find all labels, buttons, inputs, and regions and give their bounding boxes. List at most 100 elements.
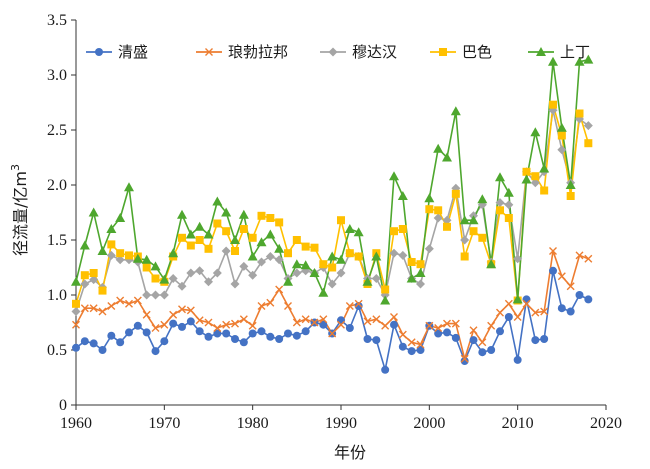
data-point [168,274,178,283]
data-point [540,186,549,195]
data-point [265,229,276,239]
data-point [337,320,345,329]
data-point [125,251,133,260]
legend-marker [439,48,447,56]
data-point [80,337,89,346]
data-point [257,327,266,336]
y-axis-title-superscript: 3 [9,164,22,171]
x-tick-label: 1970 [148,415,180,432]
legend-item: 清盛 [86,43,148,61]
data-point [451,319,460,328]
data-point [231,247,239,255]
data-point [345,324,354,332]
data-point [257,211,266,220]
data-point [133,321,142,330]
data-point [337,316,345,325]
data-point [248,270,258,280]
data-point [300,260,311,270]
data-point [142,290,152,300]
data-point [222,227,231,236]
data-point [530,127,541,137]
data-point [266,214,275,222]
data-point [584,295,593,304]
data-point [274,255,284,265]
data-point [98,286,107,295]
data-point [160,337,169,346]
data-point [141,254,152,264]
data-point [478,233,487,242]
data-point [89,269,98,277]
data-point [354,299,363,308]
data-point [495,172,505,182]
legend-item: 上丁 [528,43,590,61]
data-point [319,315,328,324]
data-point [521,174,532,184]
data-point [274,243,285,253]
data-point [212,268,222,278]
data-point [583,121,593,131]
data-point [540,335,549,343]
data-point [584,254,593,263]
data-point [248,329,257,338]
data-point [424,193,435,203]
data-point [151,347,160,356]
data-point [434,324,443,332]
x-tick-label: 2010 [502,415,534,432]
series-marker-group [72,247,593,363]
data-point [513,355,522,364]
data-point [194,221,205,231]
data-point [531,336,540,345]
data-point [540,307,549,316]
data-point [186,317,195,326]
data-point [451,333,460,342]
data-point [425,205,434,214]
data-point [397,191,408,200]
data-point [116,249,125,258]
data-point [503,187,514,197]
data-point [159,290,169,300]
data-point [142,310,151,319]
data-point [195,266,205,276]
data-point [310,243,319,252]
data-point [522,167,531,176]
data-point [284,329,292,338]
data-point [266,332,275,341]
data-point [556,122,567,132]
data-point [530,178,540,188]
data-point [257,257,266,267]
data-point [239,338,248,347]
data-point [381,285,390,294]
data-point [239,225,248,233]
data-point [150,261,161,271]
data-point [336,254,346,264]
data-point [221,207,232,217]
data-point [231,319,239,328]
data-point [390,313,398,321]
data-point [257,302,266,310]
data-point [434,329,443,338]
data-point [142,263,151,272]
data-point [566,192,575,200]
data-point [425,321,434,330]
data-point [354,252,363,261]
data-point [345,302,354,310]
data-point [71,276,81,286]
x-axis: 1960 1970 1980 1990 2000 2010 2020 [60,405,622,432]
data-point [557,304,566,313]
data-point [434,206,443,215]
data-point [407,258,416,266]
data-point [213,329,222,338]
data-point [142,328,151,337]
data-point [248,233,257,242]
data-point [283,276,293,286]
data-point [344,224,355,233]
data-point [151,274,160,283]
x-tick-label: 1960 [60,415,92,432]
data-point [443,222,451,231]
data-point [318,287,329,297]
y-tick-label: 1.5 [47,232,67,249]
data-point [496,327,504,336]
data-point [328,263,337,272]
data-point [433,143,444,153]
